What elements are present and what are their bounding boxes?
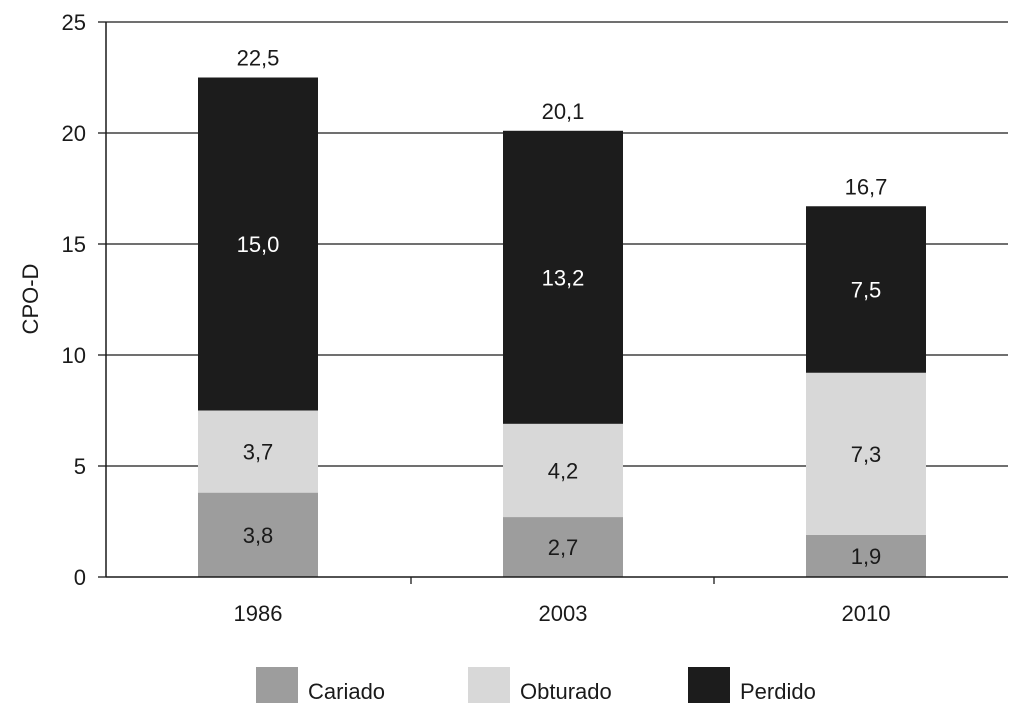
y-tick-label: 25 [62, 10, 86, 35]
y-tick-label: 10 [62, 343, 86, 368]
x-tick-label-2010: 2010 [842, 601, 891, 626]
data-label-obturado-2010: 7,3 [851, 442, 882, 467]
bar-segment-perdido-2003 [503, 130, 623, 424]
y-tick-label: 0 [74, 565, 86, 590]
bars [198, 77, 926, 577]
legend: Cariado Obturado Perdido [256, 667, 816, 704]
data-label-perdido-2003: 13,2 [542, 265, 585, 290]
legend-label-obturado: Obturado [520, 679, 612, 703]
y-axis-label: CPO-D [18, 264, 43, 335]
data-label-cariado-2003: 2,7 [548, 535, 579, 560]
labels: 3,8 3,7 15,0 22,5 2,7 4,2 13,2 20,1 1,9 7,3 7,5 16,… [237, 46, 888, 569]
x-tick-label-1986: 1986 [234, 601, 283, 626]
total-label-2003: 20,1 [542, 99, 585, 124]
legend-label-perdido: Perdido [740, 679, 816, 703]
y-tick-label: 20 [62, 121, 86, 146]
bar-segment-perdido-2010 [806, 206, 926, 373]
x-tick-label-2003: 2003 [539, 601, 588, 626]
data-label-obturado-2003: 4,2 [548, 458, 579, 483]
data-label-cariado-2010: 1,9 [851, 544, 882, 569]
total-label-1986: 22,5 [237, 46, 280, 71]
data-label-perdido-1986: 15,0 [237, 232, 280, 257]
data-label-perdido-2010: 7,5 [851, 278, 882, 303]
legend-label-cariado: Cariado [308, 679, 385, 703]
y-tick-label: 5 [74, 454, 86, 479]
y-tick-label: 15 [62, 232, 86, 257]
legend-swatch-perdido [688, 667, 730, 703]
bar-segment-cariado-2010 [806, 534, 926, 577]
bar-segment-obturado-2010 [806, 372, 926, 535]
legend-swatch-cariado [256, 667, 298, 703]
bar-segment-cariado-1986 [198, 492, 318, 577]
bar-segment-obturado-2003 [503, 423, 623, 518]
bar-segment-obturado-1986 [198, 410, 318, 493]
data-label-obturado-1986: 3,7 [243, 440, 274, 465]
legend-swatch-obturado [468, 667, 510, 703]
total-label-2010: 16,7 [845, 174, 888, 199]
data-label-cariado-1986: 3,8 [243, 523, 274, 548]
bar-segment-perdido-1986 [198, 77, 318, 411]
axes: 0 5 10 15 20 25 1986 2003 2010 [62, 10, 1008, 626]
bar-segment-cariado-2003 [503, 517, 623, 577]
